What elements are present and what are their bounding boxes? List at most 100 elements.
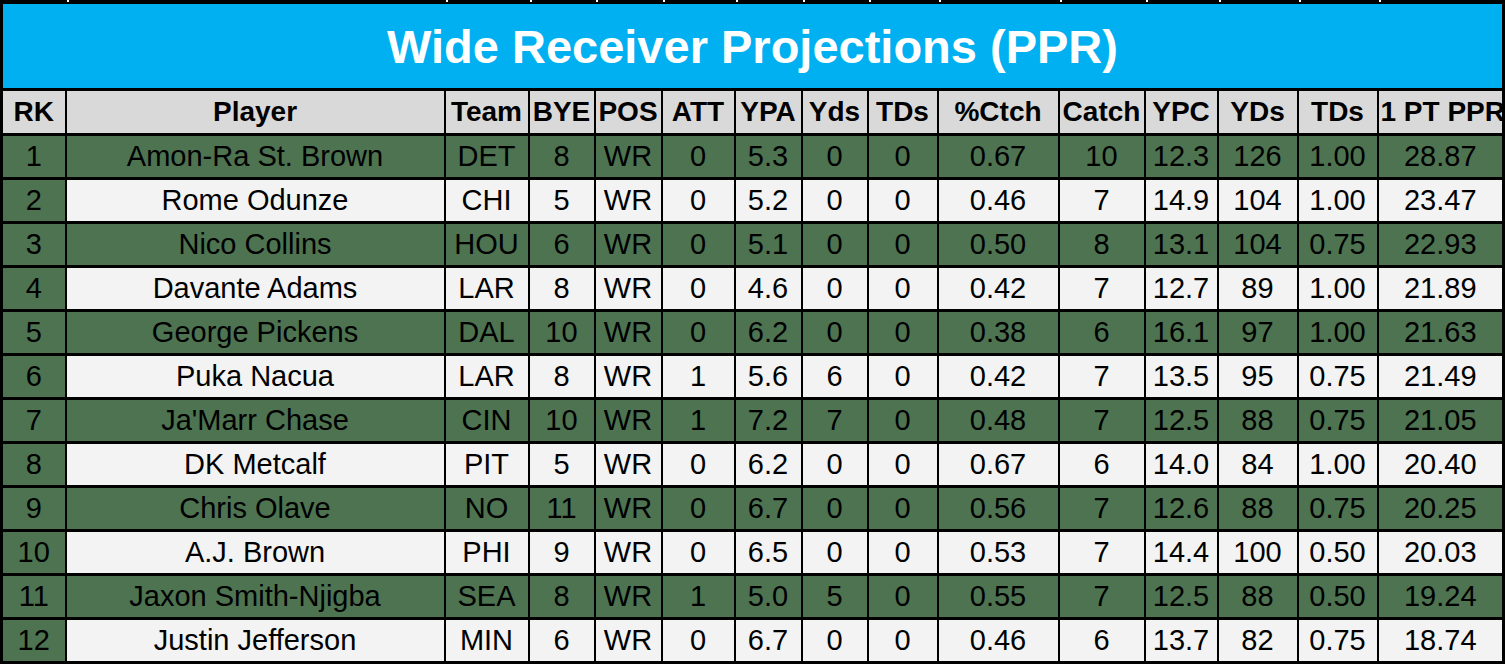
stat-cell: 1.00	[1298, 311, 1378, 355]
stat-cell: 6	[1059, 311, 1145, 355]
stat-cell: 5.2	[735, 179, 802, 223]
stat-cell: MIN	[445, 619, 529, 663]
stat-cell: WR	[595, 267, 662, 311]
player-cell: Chris Olave	[66, 487, 445, 531]
stat-cell: 1	[662, 399, 735, 443]
stat-cell: 14.0	[1145, 443, 1218, 487]
rank-cell: 5	[2, 311, 66, 355]
stat-cell: 0.53	[938, 531, 1059, 575]
grid-tick	[1146, 0, 1148, 2]
stat-cell: LAR	[445, 267, 529, 311]
stat-cell: 14.9	[1145, 179, 1218, 223]
stat-cell: WR	[595, 355, 662, 399]
player-cell: Justin Jefferson	[66, 619, 445, 663]
column-header-pos: POS	[595, 90, 662, 135]
stat-cell: 11	[529, 487, 595, 531]
stat-cell: 20.25	[1378, 487, 1504, 531]
stat-cell: WR	[595, 399, 662, 443]
stat-cell: 8	[529, 135, 595, 179]
stat-cell: 0	[662, 135, 735, 179]
stat-cell: 8	[529, 355, 595, 399]
stat-cell: 100	[1218, 531, 1298, 575]
stat-cell: 88	[1218, 487, 1298, 531]
stat-cell: 7	[1059, 487, 1145, 531]
stat-cell: WR	[595, 575, 662, 619]
stat-cell: 8	[529, 575, 595, 619]
stat-cell: CIN	[445, 399, 529, 443]
stat-cell: 5	[802, 575, 868, 619]
player-cell: Davante Adams	[66, 267, 445, 311]
table-row: 2Rome OdunzeCHI5WR05.2000.46714.91041.00…	[2, 179, 1504, 223]
stat-cell: WR	[595, 531, 662, 575]
grid-tick	[530, 0, 532, 2]
stat-cell: 0.67	[938, 135, 1059, 179]
stat-cell: 0.50	[1298, 575, 1378, 619]
stat-cell: PHI	[445, 531, 529, 575]
stat-cell: 10	[529, 311, 595, 355]
stat-cell: 16.1	[1145, 311, 1218, 355]
stat-cell: 0.75	[1298, 355, 1378, 399]
stat-cell: 12.6	[1145, 487, 1218, 531]
column-header-catch: Catch	[1059, 90, 1145, 135]
stat-cell: 0	[662, 619, 735, 663]
stat-cell: 104	[1218, 179, 1298, 223]
stat-cell: 0.38	[938, 311, 1059, 355]
column-header-ypc: YPC	[1145, 90, 1218, 135]
rank-cell: 2	[2, 179, 66, 223]
stat-cell: 0	[802, 619, 868, 663]
stat-cell: 18.74	[1378, 619, 1504, 663]
stat-cell: 20.03	[1378, 531, 1504, 575]
stat-cell: 5	[529, 443, 595, 487]
stat-cell: 12.5	[1145, 575, 1218, 619]
stat-cell: 6	[1059, 443, 1145, 487]
stat-cell: 0	[868, 399, 938, 443]
stat-cell: 7.2	[735, 399, 802, 443]
column-header-ypa: YPA	[735, 90, 802, 135]
stat-cell: 21.89	[1378, 267, 1504, 311]
table-row: 6Puka NacuaLAR8WR15.6600.42713.5950.7521…	[2, 355, 1504, 399]
grid-tick	[736, 0, 738, 2]
stat-cell: 126	[1218, 135, 1298, 179]
stat-cell: 1.00	[1298, 179, 1378, 223]
table-body: 1Amon-Ra St. BrownDET8WR05.3000.671012.3…	[2, 135, 1504, 663]
rank-cell: 11	[2, 575, 66, 619]
stat-cell: 0	[868, 443, 938, 487]
rank-cell: 4	[2, 267, 66, 311]
stat-cell: 0.67	[938, 443, 1059, 487]
stat-cell: 0.42	[938, 267, 1059, 311]
stat-cell: 0.46	[938, 619, 1059, 663]
stat-cell: 0	[868, 179, 938, 223]
stat-cell: 0	[802, 311, 868, 355]
stat-cell: 6	[1059, 619, 1145, 663]
grid-tick	[1219, 0, 1221, 2]
stat-cell: 0.75	[1298, 399, 1378, 443]
stat-cell: CHI	[445, 179, 529, 223]
table-header: RKPlayerTeamBYEPOSATTYPAYdsTDs%CtchCatch…	[2, 90, 1504, 135]
stat-cell: WR	[595, 179, 662, 223]
stat-cell: 0	[802, 223, 868, 267]
stat-cell: WR	[595, 443, 662, 487]
column-header-tds: TDs	[868, 90, 938, 135]
stat-cell: 0	[868, 311, 938, 355]
stat-cell: 6.7	[735, 487, 802, 531]
stat-cell: 4.6	[735, 267, 802, 311]
stat-cell: 21.49	[1378, 355, 1504, 399]
stat-cell: 12.7	[1145, 267, 1218, 311]
column-header-team: Team	[445, 90, 529, 135]
stat-cell: WR	[595, 223, 662, 267]
stat-cell: WR	[595, 135, 662, 179]
stat-cell: 5.0	[735, 575, 802, 619]
stat-cell: WR	[595, 619, 662, 663]
stat-cell: 7	[1059, 575, 1145, 619]
stat-cell: 6.2	[735, 443, 802, 487]
player-cell: Puka Nacua	[66, 355, 445, 399]
table-title-bar: Wide Receiver Projections (PPR)	[0, 4, 1505, 88]
stat-cell: 0	[868, 135, 938, 179]
stat-cell: 13.5	[1145, 355, 1218, 399]
stat-cell: 0.55	[938, 575, 1059, 619]
stat-cell: 21.05	[1378, 399, 1504, 443]
stat-cell: 0	[802, 267, 868, 311]
stat-cell: 0	[868, 355, 938, 399]
grid-tick	[596, 0, 598, 2]
stat-cell: 95	[1218, 355, 1298, 399]
